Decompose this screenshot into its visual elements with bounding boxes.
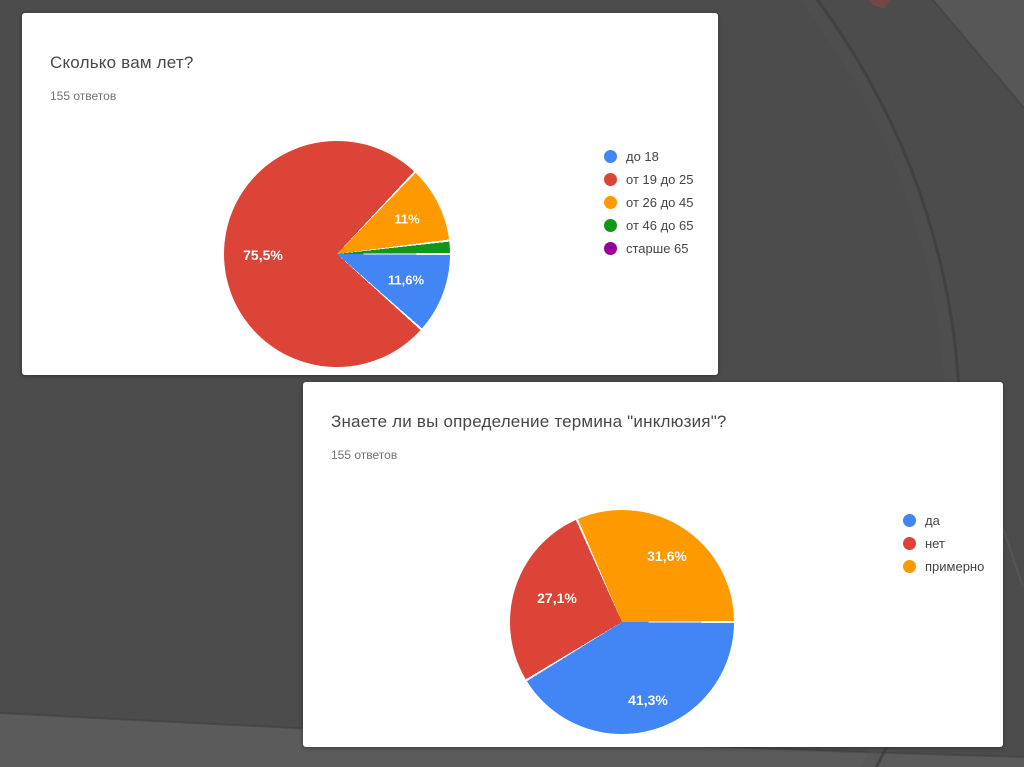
- legend-item-label: от 26 до 45: [626, 195, 694, 210]
- legend-item: нет: [903, 532, 984, 555]
- legend: да нет примерно: [903, 509, 984, 578]
- legend-item-label: до 18: [626, 149, 659, 164]
- legend-item: от 46 до 65: [604, 214, 693, 237]
- legend-item-label: от 19 до 25: [626, 172, 694, 187]
- card-title: Сколько вам лет?: [50, 53, 194, 72]
- pie-slice-label: 27,1%: [537, 590, 577, 606]
- legend-color-dot: [903, 537, 916, 550]
- responses-count: 155 ответов: [50, 89, 117, 103]
- legend-color-dot: [604, 242, 617, 255]
- pie-slice-label: 41,3%: [628, 692, 668, 708]
- card-title: Знаете ли вы определение термина "инклюз…: [331, 412, 727, 431]
- legend-item-label: да: [925, 513, 940, 528]
- legend-color-dot: [903, 560, 916, 573]
- legend-item-label: нет: [925, 536, 945, 551]
- legend-item: от 19 до 25: [604, 168, 693, 191]
- legend-item-label: старше 65: [626, 241, 689, 256]
- survey-card-age: Сколько вам лет? 155 ответов 75,5% 11% 1…: [22, 13, 718, 375]
- pie-chart-age: 75,5% 11% 11,6%: [224, 141, 450, 367]
- legend-color-dot: [604, 173, 617, 186]
- legend-color-dot: [604, 150, 617, 163]
- background-side-seam: [1000, 521, 1023, 586]
- legend-item: старше 65: [604, 237, 693, 260]
- survey-card-inclusion: Знаете ли вы определение термина "инклюз…: [303, 382, 1003, 747]
- responses-count: 155 ответов: [331, 448, 398, 462]
- legend-color-dot: [903, 514, 916, 527]
- legend: до 18 от 19 до 25 от 26 до 45 от 46 до 6…: [604, 145, 693, 260]
- pie-slice-label: 31,6%: [647, 548, 687, 564]
- legend-color-dot: [604, 196, 617, 209]
- legend-item-label: от 46 до 65: [626, 218, 694, 233]
- pie-slice-label: 75,5%: [243, 247, 283, 263]
- legend-item-label: примерно: [925, 559, 985, 574]
- legend-item: примерно: [903, 555, 984, 578]
- background-red-accent: [868, 0, 890, 9]
- legend-item: до 18: [604, 145, 693, 168]
- legend-color-dot: [604, 219, 617, 232]
- legend-item: да: [903, 509, 984, 532]
- legend-item: от 26 до 45: [604, 191, 693, 214]
- pie-chart-inclusion: 31,6% 27,1% 41,3%: [510, 510, 734, 734]
- pie-slice-label: 11%: [394, 211, 420, 227]
- pie-slice-label: 11,6%: [387, 272, 425, 288]
- background-corner-seam: [932, 0, 1024, 109]
